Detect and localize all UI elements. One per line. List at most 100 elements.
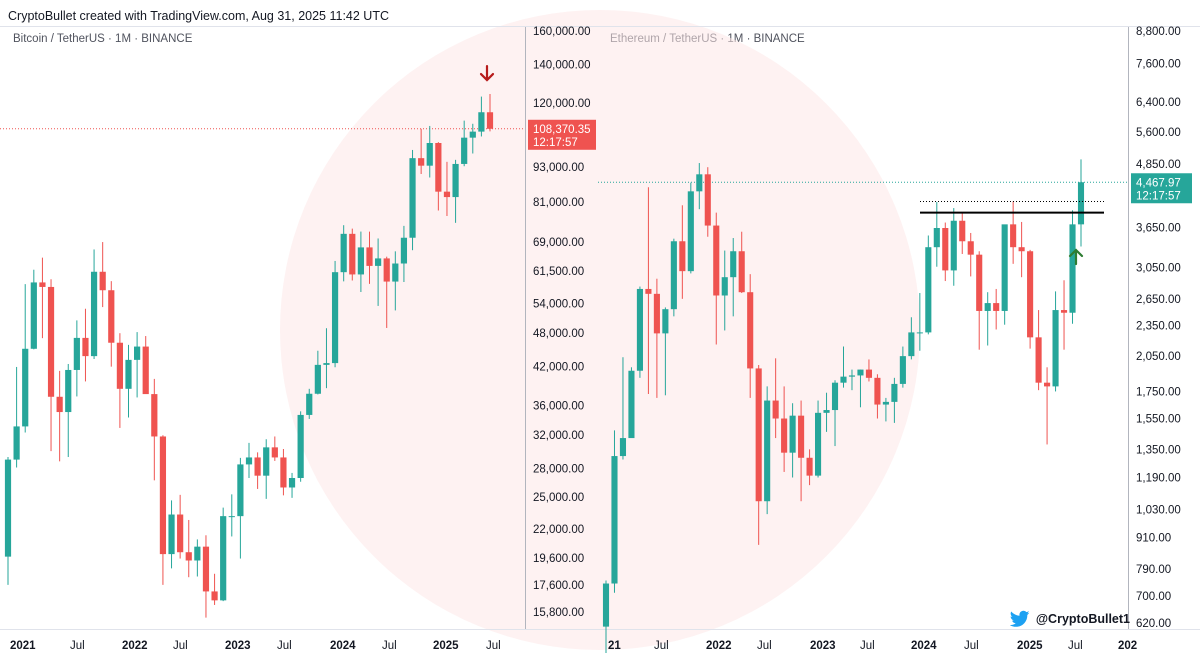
eth-candle [679,205,686,299]
eth-candle-body [747,292,754,369]
eth-x-tick-label: Jul [757,640,772,652]
eth-candle-body [1035,337,1042,383]
eth-candle-body [1001,224,1008,311]
eth-candle [865,359,872,382]
eth-candle [670,238,677,317]
eth-x-tick-label: 2023 [810,640,836,652]
btc-symbol-label[interactable]: Bitcoin / TetherUS · 1M · BINANCE [13,33,193,45]
credit-handle: @CryptoBullet1 [1035,612,1130,626]
eth-y-tick-label: 3,650.00 [1136,222,1181,234]
btc-x-tick-label: 2024 [330,640,356,652]
btc-candle [409,149,416,251]
btc-y-tick-label: 81,000.00 [533,197,584,209]
eth-candle-body [950,220,957,271]
eth-candle-body [696,174,703,192]
btc-y-tick-label: 61,500.00 [533,266,584,278]
btc-candle-body [228,516,235,518]
btc-candle-body [39,282,46,287]
eth-y-tick-label: 4,850.00 [1136,159,1181,171]
btc-candle-body [306,393,313,415]
eth-candle-body [1018,247,1025,252]
eth-x-tick-label: 202 [1118,640,1137,652]
btc-candle-body [159,436,167,555]
btc-candle-body [220,516,227,601]
eth-candle-body [687,191,694,272]
eth-candle [831,380,839,447]
eth-candle [959,213,966,254]
btc-x-tick-label: Jul [486,640,501,652]
btc-y-tick-label: 28,000.00 [533,463,584,475]
btc-candle [177,494,184,559]
eth-candle [1077,159,1085,247]
eth-y-tick-label: 910.00 [1136,532,1171,544]
btc-candle [392,251,399,311]
btc-candle [297,411,304,482]
btc-x-tick-label: Jul [382,640,397,652]
btc-candle-body [418,158,425,166]
btc-candle [254,452,261,489]
btc-candle-body [254,457,261,476]
btc-candle-body [314,364,321,394]
btc-candle [211,573,218,605]
btc-candle [306,388,313,419]
btc-candle-body [435,142,442,192]
btc-y-tick-label: 93,000.00 [533,162,584,174]
eth-candle [687,182,694,274]
btc-candle-body [211,591,218,601]
eth-candle [908,317,915,360]
eth-candle-body [704,174,711,226]
btc-x-tick-label: 2021 [10,640,36,652]
btc-candle-body [73,337,80,370]
btc-candle [4,457,12,585]
btc-candle-body [340,233,347,273]
eth-candle [984,292,991,346]
btc-candle [142,336,149,395]
eth-countdown-label: 12:17:57 [1136,190,1181,202]
eth-candle-body [653,293,660,334]
eth-candle [1044,367,1051,445]
eth-candle [602,580,610,653]
twitter-bird-icon [1010,610,1030,627]
eth-candle-body [831,382,839,411]
eth-candle-body [628,370,635,439]
eth-candle [738,231,745,294]
eth-y-tick-label: 790.00 [1136,564,1171,576]
eth-candle [619,357,627,460]
eth-candle [730,238,737,317]
btc-candle [90,249,98,360]
eth-x-tick-label: Jul [964,640,979,652]
btc-candle-body [22,348,29,427]
eth-y-tick-label: 8,800.00 [1136,26,1181,38]
background-watermark [280,10,920,650]
btc-candle-body [349,233,356,275]
btc-candle-body [375,258,382,266]
eth-candle-body [1060,310,1068,313]
eth-candle [772,358,779,439]
btc-candle-body [288,477,296,488]
btc-candle [228,494,235,537]
eth-candle-body [1069,224,1076,313]
eth-x-tick-label: 2025 [1017,640,1043,652]
btc-candle-body [125,359,132,389]
btc-candle [288,472,296,498]
btc-candle-body [357,247,364,275]
btc-candle [13,366,20,468]
eth-candle [713,212,720,345]
btc-candle [280,449,287,496]
btc-last-price-label: 108,370.35 [533,124,591,136]
eth-x-tick-label: 21 [608,640,621,652]
eth-candle-body [984,303,991,311]
eth-x-tick-label: Jul [1068,640,1083,652]
btc-candle-body [108,290,115,343]
eth-candle [1001,224,1008,325]
eth-candle-body [619,438,627,457]
eth-candle-body [891,383,898,402]
btc-candle [185,519,192,578]
btc-candle-body [13,426,20,460]
eth-candle-body [848,375,856,377]
eth-y-tick-label: 1,030.00 [1136,505,1181,517]
btc-candle-body [30,282,37,349]
eth-last-price-label: 4,467.97 [1136,177,1181,189]
btc-candle [168,500,175,569]
